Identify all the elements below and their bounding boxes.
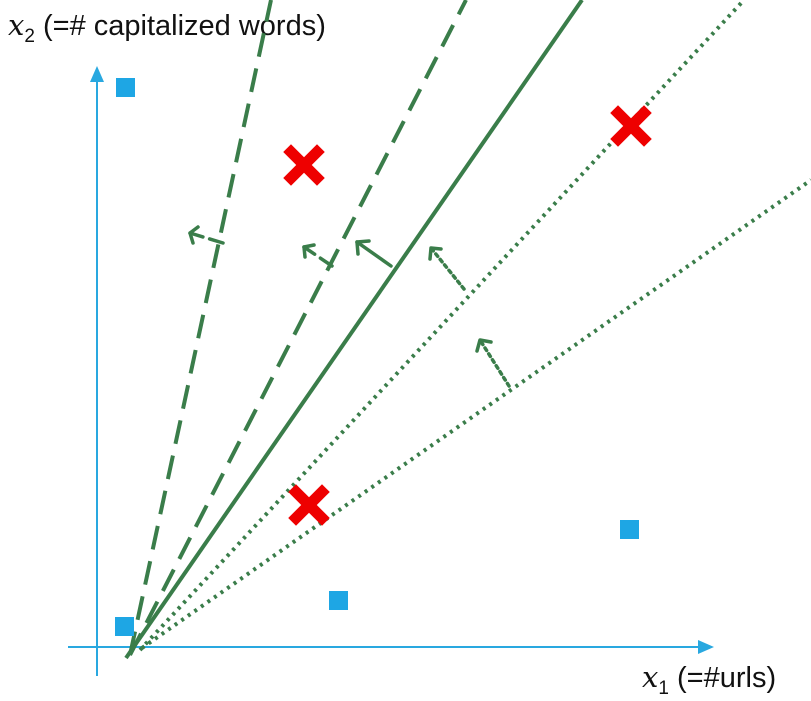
x-axis-subscript: 1 — [658, 677, 669, 699]
normal-arrow-dotted-upper — [428, 246, 466, 291]
cross-stroke — [283, 144, 325, 186]
red-cross — [283, 144, 325, 186]
blue-square — [620, 520, 639, 539]
y-axis-label: (=# capitalized words) — [34, 10, 326, 42]
cross-stroke — [288, 484, 330, 526]
dotted-line-upper — [138, 0, 746, 652]
red-cross — [610, 105, 652, 147]
normal-arrow-dotted-lower — [475, 338, 511, 388]
x-axis-arrowhead — [698, 640, 714, 654]
arrow-head — [302, 243, 316, 259]
separating-lines — [124, 0, 811, 660]
y-axis-variable: x — [8, 8, 25, 42]
arrow-shaft — [302, 245, 334, 268]
normal-arrow-dashed — [302, 243, 334, 268]
arrow-head — [355, 239, 371, 256]
arrow-head — [428, 246, 443, 261]
blue-square — [329, 591, 348, 610]
x-axis-variable: x — [642, 660, 659, 694]
normal-arrow-dashed-steep — [188, 225, 225, 245]
normal-arrow-solid — [355, 239, 393, 268]
blue-square-markers — [115, 78, 639, 636]
solid-line — [124, 0, 584, 660]
axes — [68, 66, 714, 676]
dashed-line — [128, 0, 468, 656]
y-axis-title: x2 (=# capitalized words) — [8, 8, 326, 48]
normal-arrows — [188, 225, 511, 388]
dashed-line-steep — [128, 0, 273, 656]
arrow-shaft — [355, 240, 393, 268]
dotted-line-lower — [140, 178, 811, 650]
cross-stroke — [610, 105, 652, 147]
y-axis-arrowhead — [90, 66, 104, 82]
x-axis-label: (=#urls) — [668, 662, 777, 694]
red-cross-markers — [283, 105, 652, 526]
arrow-shaft — [478, 338, 511, 388]
red-cross — [288, 484, 330, 526]
y-axis-subscript: 2 — [24, 25, 35, 47]
x-axis-title: x1 (=#urls) — [642, 660, 776, 700]
arrow-shaft — [188, 231, 225, 245]
blue-square — [116, 78, 135, 97]
arrow-head — [188, 225, 200, 245]
arrow-shaft — [429, 246, 466, 291]
arrow-head — [475, 338, 493, 353]
blue-square — [115, 617, 134, 636]
